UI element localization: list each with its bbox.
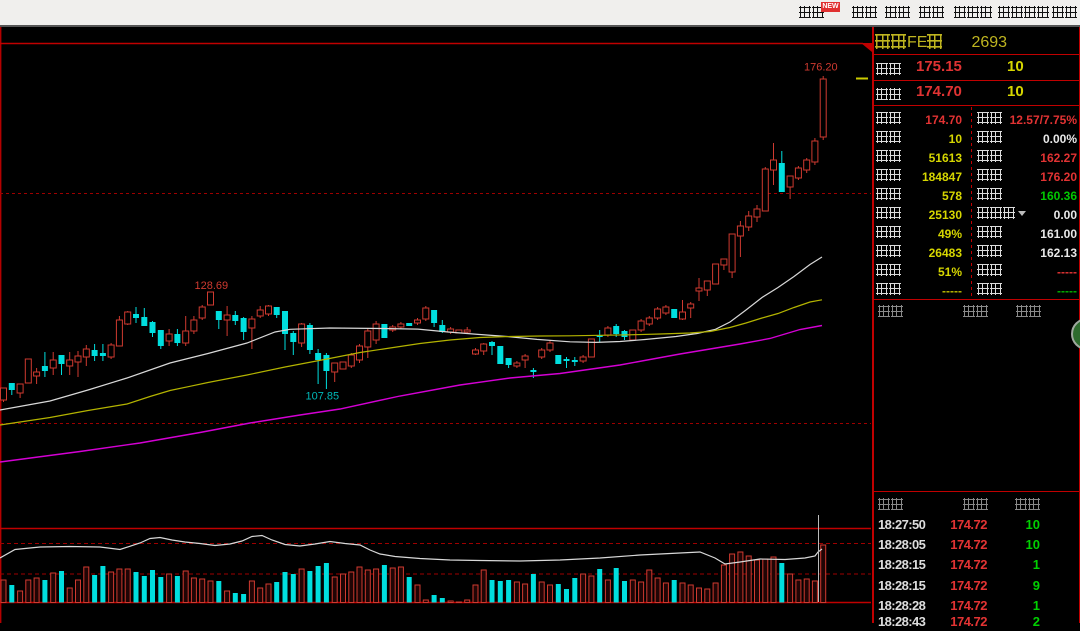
svg-text:176.20: 176.20 [804,62,838,74]
svg-text:128.69: 128.69 [195,280,229,292]
svg-text:107.85: 107.85 [306,391,340,403]
